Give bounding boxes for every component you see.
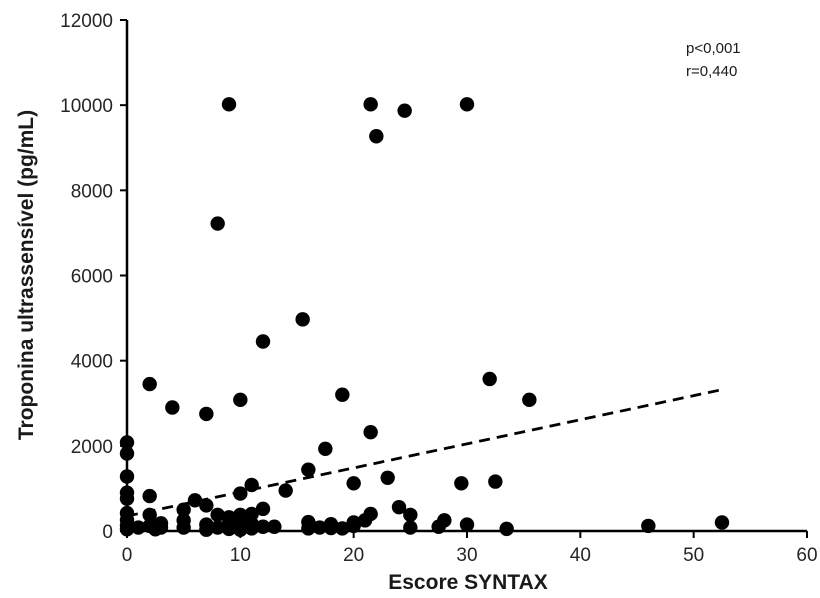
x-tick-label: 10 [230,545,251,566]
data-point [119,469,135,484]
data-point [119,435,135,450]
data-point [459,97,475,112]
data-point [295,312,310,327]
data-point [142,488,157,504]
data-point [318,441,333,457]
data-point [255,334,271,349]
data-point [199,498,214,513]
data-point [391,499,407,515]
data-point [403,507,418,523]
data-point [153,520,169,535]
axes [125,20,807,533]
x-axis-title: Escore SYNTAX [388,571,548,594]
data-point [233,392,248,408]
data-point [199,522,214,537]
data-point [335,387,350,402]
annotation-p-value: p<0,001 [686,40,741,57]
data-point [499,521,514,537]
data-point [267,519,282,534]
y-tick-label: 2000 [71,437,113,458]
data-point [255,519,271,534]
data-point [278,483,293,498]
data-point [131,520,146,535]
data-point [210,507,225,523]
trendline [126,388,723,518]
data-point [522,392,537,408]
data-point [363,506,378,522]
y-tick-label: 12000 [60,11,113,32]
data-point [335,521,350,536]
data-points [119,97,730,537]
data-point [380,470,395,485]
data-point [301,462,316,477]
data-point [403,520,418,535]
y-tick-label: 4000 [71,352,113,373]
x-tick-label: 60 [796,545,817,566]
data-point [369,129,384,144]
x-ticks: 0 10 20 30 40 50 60 [122,531,818,566]
data-point [187,493,203,508]
data-point [437,513,452,528]
annotation-r-value: r=0,440 [686,63,737,80]
x-tick-label: 0 [122,545,133,566]
data-point [363,97,378,112]
y-tick-label: 6000 [71,267,113,288]
data-point [221,521,237,537]
x-tick-label: 40 [570,545,591,566]
data-point [199,406,214,422]
x-tick-label: 20 [343,545,364,566]
data-point [233,522,248,537]
data-point [142,376,157,392]
y-tick-label: 10000 [60,96,113,117]
data-point [244,521,259,536]
x-tick-label: 30 [456,545,477,566]
data-point [397,103,412,118]
data-point [714,515,730,530]
data-point [459,517,475,532]
y-tick-label: 8000 [71,181,113,202]
data-point [488,474,503,489]
data-point [233,486,248,501]
data-point [210,216,225,231]
data-point [255,501,271,517]
y-tick-label: 0 [102,522,113,543]
data-point [363,425,378,440]
data-point [346,476,361,491]
data-point [454,476,469,491]
data-point [176,520,191,535]
data-point [165,400,180,415]
y-axis-title: Troponina ultrassensível (pg/mL) [15,110,38,440]
data-point [482,371,497,387]
data-point [301,521,316,536]
data-point [221,97,237,112]
data-point [176,502,191,517]
data-point [119,446,135,461]
x-tick-label: 50 [683,545,704,566]
y-ticks: 0 2000 4000 6000 8000 10000 12000 [60,11,127,543]
data-point [346,518,361,534]
data-point [210,520,225,535]
data-point [119,522,135,537]
data-point [641,518,656,534]
data-point [312,520,327,535]
data-point [119,491,135,506]
data-point [323,520,339,536]
